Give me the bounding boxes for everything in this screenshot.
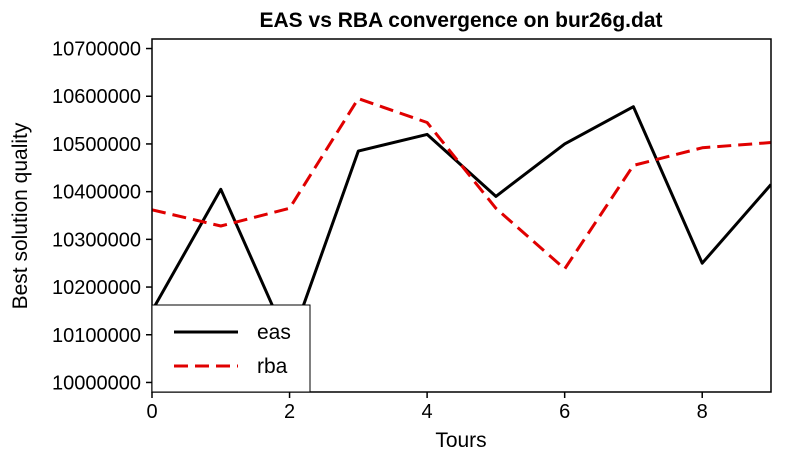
x-axis-label: Tours (435, 429, 486, 450)
y-tick-label: 10500000 (52, 134, 141, 156)
y-axis-label: Best solution quality (9, 122, 32, 309)
plot-frame (151, 38, 772, 393)
x-tick-label: 0 (146, 401, 157, 423)
x-tick-label: 8 (697, 401, 708, 423)
chart-title: EAS vs RBA convergence on bur26g.dat (260, 9, 663, 32)
y-tick-label: 10100000 (52, 325, 141, 347)
y-tick-label: 10400000 (52, 182, 141, 204)
legend-label-rba: rba (257, 355, 288, 378)
legend-box (151, 304, 311, 393)
y-tick-label: 10700000 (52, 39, 141, 61)
x-tick-label: 6 (559, 401, 570, 423)
x-tick-label: 4 (422, 401, 433, 423)
legend: eas rba (151, 304, 311, 393)
series-line-rba (152, 97, 771, 271)
series-line-eas (152, 105, 771, 346)
y-tick-label: 10600000 (52, 86, 141, 108)
x-tick-label: 2 (284, 401, 295, 423)
y-tick-label: 10300000 (52, 229, 141, 251)
legend-label-eas: eas (257, 321, 291, 344)
x-axis-ticks: 0 2 4 6 8 (146, 392, 708, 423)
y-tick-label: 10000000 (52, 372, 141, 394)
y-tick-label: 10200000 (52, 277, 141, 299)
series-layer (152, 97, 771, 346)
y-axis-ticks: 10000000 10100000 10200000 10300000 10400000… (52, 39, 152, 394)
legend-items: eas rba (174, 321, 291, 378)
